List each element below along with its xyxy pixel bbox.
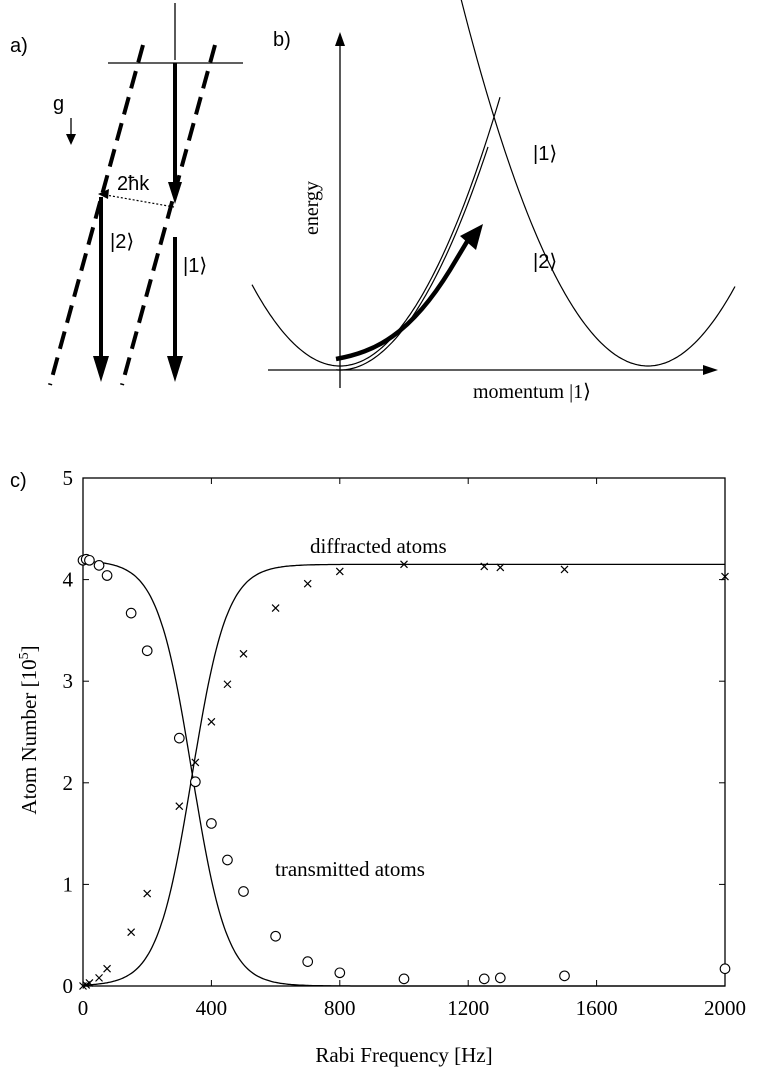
adiabatic-passage-arrow-head — [460, 224, 483, 250]
data-point-x-marker — [95, 973, 103, 982]
upper-branch-label: |1⟩ — [533, 143, 557, 165]
data-point-circle-marker — [398, 973, 410, 985]
panel-c-label: c) — [10, 470, 27, 492]
data-point-x-marker — [191, 758, 200, 767]
series-diffracted-markers — [79, 560, 729, 990]
state1-label: |1⟩ — [183, 255, 207, 277]
momentum-label: 2ħk — [117, 173, 150, 195]
data-point-circle-marker — [190, 776, 201, 788]
data-point-x-marker — [207, 717, 216, 726]
panel-c: c) 0 400 800 1200 1600 2000 0 1 2 3 4 5 Rabi Frequ… — [10, 466, 746, 1067]
energy-axis-label: energy — [301, 181, 323, 235]
data-point-circle-marker — [494, 972, 506, 984]
state2-arrow-head — [93, 356, 109, 382]
series-transmitted-markers — [77, 553, 731, 985]
y-tick-label: 5 — [63, 466, 74, 490]
data-point-circle-marker — [141, 645, 153, 657]
x-tick-labels: 0 400 800 1200 1600 2000 — [78, 996, 746, 1020]
fit-curve-diffracted — [82, 563, 725, 986]
lattice-dashed-line-right — [120, 44, 217, 386]
lattice-dashed-line-left — [48, 44, 145, 386]
y-tick-label: 2 — [63, 771, 74, 795]
momentum-transfer-arrow-head — [98, 189, 109, 199]
y-tick-label: 3 — [63, 669, 74, 693]
data-point-circle-marker — [84, 554, 95, 566]
data-point-x-marker — [271, 604, 280, 612]
adiabatic-passage-arrow — [335, 238, 470, 362]
avoided-crossing-lower-branch — [335, 146, 489, 371]
y-tick-label: 0 — [63, 974, 74, 998]
panel-b: b) energy momentum |1⟩ |1⟩ |2⟩ — [251, 0, 736, 403]
data-point-x-marker — [400, 560, 408, 569]
parabola-state1 — [251, 97, 501, 367]
data-point-circle-marker — [559, 970, 570, 982]
data-point-x-marker — [143, 889, 152, 898]
y-tick-label: 4 — [63, 568, 74, 592]
panel-b-x-axis-arrow — [703, 365, 718, 375]
data-point-circle-marker — [173, 732, 185, 744]
y-tick-labels: 0 1 2 3 4 5 — [63, 466, 74, 998]
data-point-circle-marker — [719, 963, 731, 975]
gravity-label: g — [53, 93, 64, 115]
data-point-x-marker — [560, 565, 569, 574]
state1-lower-arrow-head — [167, 356, 183, 382]
x-axis-label: Rabi Frequency [Hz] — [315, 1043, 492, 1067]
data-point-x-marker — [496, 563, 505, 572]
data-point-x-marker — [127, 928, 136, 937]
annotation-diffracted: diffracted atoms — [310, 534, 447, 558]
panel-b-label: b) — [273, 29, 291, 51]
data-point-circle-marker — [206, 818, 217, 829]
x-tick-label: 1200 — [447, 996, 489, 1020]
data-point-circle-marker — [101, 570, 113, 581]
x-tick-label: 800 — [324, 996, 356, 1020]
panel-a-label: a) — [10, 35, 28, 57]
data-point-circle-marker — [222, 854, 233, 866]
x-tick-label: 2000 — [704, 996, 746, 1020]
momentum-axis-label: momentum |1⟩ — [473, 381, 591, 403]
data-point-x-marker — [223, 680, 232, 689]
data-point-x-marker — [335, 567, 344, 576]
y-axis-label: Atom Number [105] — [17, 645, 41, 814]
x-tick-label: 0 — [78, 996, 89, 1020]
data-point-x-marker — [480, 562, 489, 571]
panel-a: a) g 2ħk |2⟩ |1⟩ — [10, 3, 243, 386]
data-point-circle-marker — [93, 560, 105, 571]
lower-branch-label: |2⟩ — [533, 251, 557, 273]
state1-upper-arrow-head — [168, 182, 182, 204]
parabola-state2 — [460, 0, 736, 367]
panel-b-y-axis-arrow — [335, 32, 345, 46]
data-point-x-marker — [721, 572, 729, 581]
data-point-x-marker — [303, 579, 312, 588]
data-point-circle-marker — [270, 930, 281, 942]
data-point-x-marker — [85, 979, 94, 987]
data-point-x-marker — [103, 964, 111, 973]
gravity-arrow-head — [66, 134, 76, 145]
data-point-x-marker — [175, 802, 184, 811]
data-point-circle-marker — [302, 956, 314, 967]
y-tick-label: 1 — [63, 872, 74, 896]
momentum-transfer-line — [105, 194, 175, 208]
state2-label: |2⟩ — [110, 231, 134, 253]
annotation-transmitted: transmitted atoms — [275, 857, 425, 881]
data-point-circle-marker — [125, 607, 137, 619]
data-point-circle-marker — [478, 973, 490, 985]
x-tick-label: 1600 — [576, 996, 618, 1020]
data-point-circle-marker — [334, 967, 346, 979]
fit-curve-transmitted — [82, 560, 725, 987]
axis-ticks — [82, 477, 726, 987]
data-point-x-marker — [239, 649, 248, 658]
data-point-circle-marker — [238, 886, 249, 897]
x-tick-label: 400 — [196, 996, 228, 1020]
